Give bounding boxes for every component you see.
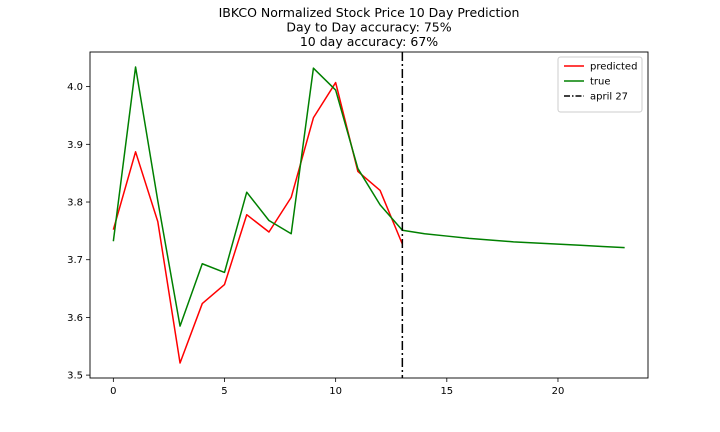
- legend-label-predicted: predicted: [590, 62, 637, 73]
- chart-title: IBKCO Normalized Stock Price 10 Day Pred…: [219, 5, 520, 49]
- y-tick-label: 3.7: [67, 255, 83, 266]
- axes-frame: [89, 51, 649, 379]
- y-tick-label: 4.0: [67, 82, 83, 93]
- plot-area: [89, 51, 649, 379]
- y-tick-label: 3.5: [67, 371, 83, 382]
- y-axis: 3.5 3.6 3.7 3.8 3.9 4.0: [67, 82, 90, 382]
- x-tick-label: 5: [221, 386, 227, 397]
- y-tick-label: 3.9: [67, 140, 83, 151]
- series-line-predicted: [112, 81, 404, 364]
- y-tick-label: 3.8: [67, 198, 83, 209]
- x-tick-label: 20: [552, 386, 565, 397]
- legend-box: [557, 56, 643, 113]
- chart-title-line-2: 10 day accuracy: 67%: [300, 34, 438, 49]
- series-line-true: [112, 66, 625, 327]
- x-tick-label: 10: [329, 386, 342, 397]
- legend-label-true: true: [590, 77, 611, 88]
- chart-title-line-0: IBKCO Normalized Stock Price 10 Day Pred…: [219, 5, 520, 20]
- chart-title-line-1: Day to Day accuracy: 75%: [286, 20, 451, 35]
- x-axis: 0 5 10 15 20: [110, 378, 564, 397]
- legend: predicted true april 27: [557, 56, 643, 113]
- y-tick-label: 3.6: [67, 313, 83, 324]
- x-tick-label: 0: [110, 386, 116, 397]
- legend-label-april-27: april 27: [590, 92, 628, 103]
- x-tick-label: 15: [440, 386, 453, 397]
